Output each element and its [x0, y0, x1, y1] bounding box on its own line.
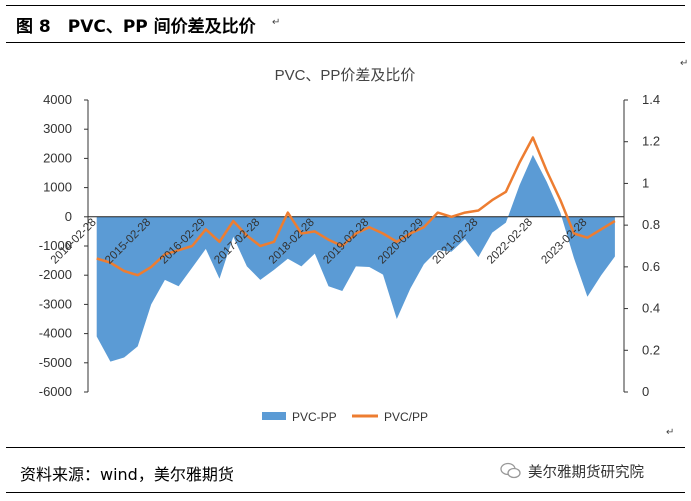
legend-label-pvc-pp-ratio: PVC/PP	[384, 410, 428, 424]
footer-rule	[6, 447, 685, 448]
y-left-tick-label: -2000	[39, 267, 72, 282]
y-left-tick-label: -1000	[39, 238, 72, 253]
y-right-tick-label: 1.2	[642, 134, 660, 149]
series-area-pvc-pp	[96, 154, 615, 362]
y-left-tick-label: -5000	[39, 355, 72, 370]
y-left-tick-label: 2000	[43, 150, 72, 165]
watermark: 美尔雅期货研究院	[528, 465, 644, 481]
paragraph-mark: ↵	[272, 17, 281, 28]
y-right-tick-label: 0.8	[642, 217, 660, 232]
chart: PVC、PP价差及比价 4000 3000 2000 1000 0 -1000 -2000 -…	[39, 67, 660, 424]
y-left-tick-label: -6000	[39, 384, 72, 399]
bottom-rule	[6, 492, 685, 493]
top-rule	[6, 5, 685, 6]
source-note: 资料来源：wind，美尔雅期货	[20, 465, 234, 484]
y-left-tick-label: 1000	[43, 180, 72, 195]
y-right-tick-label: 0	[642, 384, 649, 399]
y-right-tick-label: 1	[642, 175, 649, 190]
paragraph-mark: ↵	[666, 427, 675, 438]
y-right-tick-label: 0.6	[642, 259, 660, 274]
y-left-tick-label: -4000	[39, 326, 72, 341]
y-right-tick-label: 0.4	[642, 301, 660, 316]
y-right-tick-label: 1.4	[642, 92, 660, 107]
series-line-pvc-pp-ratio	[96, 136, 616, 277]
legend-label-pvc-pp: PVC-PP	[292, 410, 337, 424]
wechat-icon	[500, 462, 521, 479]
paragraph-mark: ↵	[680, 58, 689, 69]
y-left-tick-label: 4000	[43, 92, 72, 107]
chart-title: PVC、PP价差及比价	[275, 67, 416, 84]
y-left-ticks: 4000 3000 2000 1000 0 -1000 -2000 -3000 -4000 -50…	[39, 92, 88, 399]
y-left-tick-label: 0	[65, 209, 72, 224]
header-rule	[6, 42, 685, 43]
y-right-ticks: 1.4 1.2 1 0.8 0.6 0.4 0.2 0	[624, 92, 660, 399]
legend-swatch-pvc-pp	[262, 412, 286, 420]
y-right-tick-label: 0.2	[642, 342, 660, 357]
legend: PVC-PP PVC/PP	[262, 410, 428, 424]
y-left-tick-label: -3000	[39, 296, 72, 311]
figure-title: 图 8 PVC、PP 间价差及比价	[16, 17, 256, 37]
y-left-tick-label: 3000	[43, 121, 72, 136]
